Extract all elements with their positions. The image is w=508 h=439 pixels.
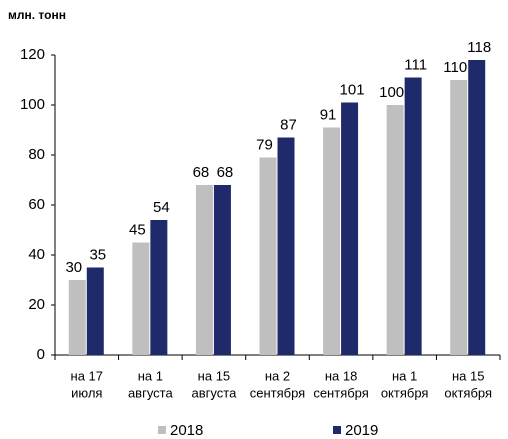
value-label: 79 xyxy=(256,136,273,153)
x-tick-label: на 1 xyxy=(138,368,163,383)
value-label: 54 xyxy=(153,199,170,216)
value-label: 45 xyxy=(129,221,146,238)
y-tick-label: 100 xyxy=(20,96,45,113)
value-label: 118 xyxy=(467,39,491,56)
y-tick-label: 60 xyxy=(28,196,45,213)
x-tick-label: октября xyxy=(444,385,492,400)
x-tick-label: августа xyxy=(192,385,238,400)
x-tick-label: на 1 xyxy=(392,368,417,383)
value-label: 87 xyxy=(280,116,297,133)
x-tick-label: на 18 xyxy=(325,368,357,383)
x-tick-label: октября xyxy=(381,385,429,400)
y-tick-label: 40 xyxy=(28,246,45,263)
bar xyxy=(195,185,213,355)
x-tick-label: августа xyxy=(128,385,174,400)
bar xyxy=(86,267,104,355)
bar xyxy=(404,77,422,355)
unit-label: млн. тонн xyxy=(8,8,66,22)
bar xyxy=(68,280,86,355)
value-label: 91 xyxy=(320,106,337,123)
x-tick-label: сентября xyxy=(313,385,368,400)
value-label: 30 xyxy=(65,259,82,276)
y-tick-label: 20 xyxy=(28,296,45,313)
x-tick-label: июля xyxy=(71,385,102,400)
bar xyxy=(323,127,341,355)
value-label: 110 xyxy=(443,59,467,76)
bar xyxy=(150,220,168,355)
bar xyxy=(450,80,468,355)
x-tick-label: сентября xyxy=(250,385,305,400)
x-tick-label: на 17 xyxy=(71,368,103,383)
legend-label: 2019 xyxy=(345,422,378,439)
bar xyxy=(259,157,277,355)
bar xyxy=(386,105,404,355)
y-tick-label: 0 xyxy=(37,346,45,363)
bar xyxy=(277,137,295,355)
bar xyxy=(468,60,486,355)
value-label: 68 xyxy=(193,164,210,181)
legend-swatch xyxy=(333,426,341,434)
y-tick-label: 80 xyxy=(28,146,45,163)
legend-swatch xyxy=(158,426,166,434)
y-tick-label: 120 xyxy=(20,46,45,63)
value-label: 100 xyxy=(379,84,404,101)
bar xyxy=(132,242,150,355)
value-label: 111 xyxy=(404,56,427,73)
bar xyxy=(213,185,231,355)
bar xyxy=(341,102,359,355)
value-label: 101 xyxy=(340,81,365,98)
x-tick-label: на 15 xyxy=(452,368,484,383)
legend-label: 2018 xyxy=(170,422,203,439)
value-label: 35 xyxy=(89,246,106,263)
x-tick-label: на 15 xyxy=(198,368,230,383)
x-tick-label: на 2 xyxy=(265,368,290,383)
value-label: 68 xyxy=(217,164,234,181)
